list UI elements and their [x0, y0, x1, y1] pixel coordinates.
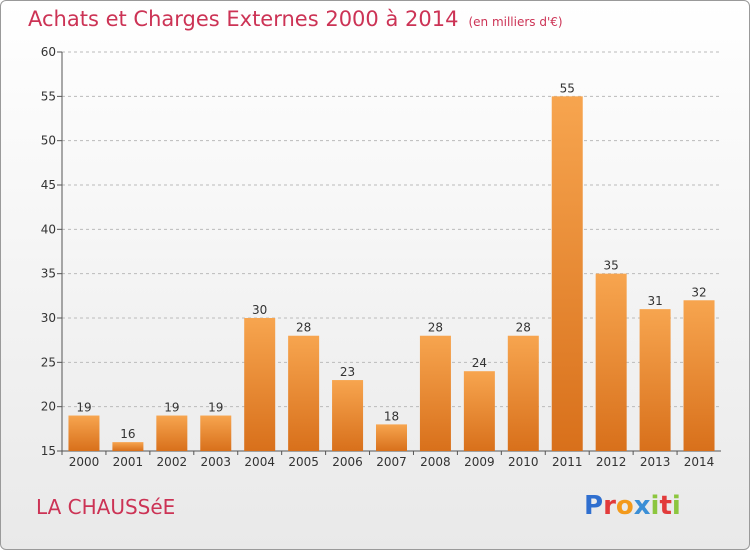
value-label: 19 [164, 401, 179, 415]
bar-2005 [288, 335, 320, 451]
bar-2011 [551, 96, 583, 451]
x-tick-label: 2007 [376, 455, 407, 469]
value-label: 16 [120, 427, 135, 441]
y-tick-label: 30 [41, 311, 56, 325]
x-tick-label: 2014 [684, 455, 715, 469]
place-name: LA CHAUSSéE [36, 495, 176, 519]
bar-2014 [683, 300, 715, 451]
x-tick-label: 2009 [464, 455, 495, 469]
y-tick-label: 40 [41, 222, 56, 236]
y-tick-label: 55 [41, 89, 56, 103]
value-label: 55 [560, 81, 575, 95]
value-label: 28 [516, 321, 531, 335]
y-tick-label: 20 [41, 400, 56, 414]
chart-unit: (en milliers d'€) [468, 15, 563, 29]
y-tick-label: 35 [41, 267, 56, 281]
x-tick-label: 2008 [420, 455, 451, 469]
x-tick-label: 2006 [332, 455, 363, 469]
bar-2004 [244, 318, 276, 451]
x-tick-label: 2005 [288, 455, 319, 469]
chart-title: Achats et Charges Externes 2000 à 2014 (e… [28, 7, 563, 31]
y-tick-label: 15 [41, 444, 56, 458]
x-tick-label: 2012 [596, 455, 627, 469]
y-tick-label: 50 [41, 134, 56, 148]
bar-2000 [68, 415, 100, 451]
value-label: 28 [296, 321, 311, 335]
x-tick-label: 2001 [113, 455, 144, 469]
value-label: 30 [252, 303, 267, 317]
grid-lines [62, 51, 721, 408]
logo-letter: i [671, 491, 681, 521]
x-tick-label: 2004 [244, 455, 275, 469]
bar-2006 [332, 380, 364, 451]
bar-2013 [639, 309, 671, 451]
value-label: 23 [340, 365, 355, 379]
logo-letter: i [650, 491, 660, 521]
bar-2008 [419, 335, 451, 451]
value-label: 19 [76, 401, 91, 415]
labels: 2000 19 2001 16 2002 19 2003 19 2004 30 2005 28 2006… [69, 81, 715, 469]
x-tick-label: 2011 [552, 455, 583, 469]
bar-2010 [507, 335, 539, 451]
bar-2012 [595, 273, 627, 451]
value-label: 18 [384, 409, 399, 423]
value-label: 31 [647, 294, 662, 308]
x-tick-label: 2003 [200, 455, 231, 469]
bar-2001 [112, 442, 144, 451]
bar-2007 [376, 424, 407, 451]
value-label: 28 [428, 321, 443, 335]
y-tick-label: 45 [41, 178, 56, 192]
logo-letter: P [584, 491, 604, 521]
x-tick-label: 2013 [640, 455, 671, 469]
bar-2009 [463, 371, 495, 451]
y-tick-label: 25 [41, 355, 56, 369]
value-label: 19 [208, 401, 223, 415]
y-tick-label: 60 [41, 45, 56, 59]
bars [68, 96, 715, 451]
bar-2002 [156, 415, 188, 451]
logo-letter: t [659, 491, 672, 521]
value-label: 35 [604, 259, 619, 273]
bar-2003 [200, 415, 232, 451]
logo-letter: o [615, 491, 634, 521]
value-label: 32 [691, 285, 706, 299]
x-tick-label: 2010 [508, 455, 539, 469]
axes: 15 20 25 30 35 40 45 50 55 60 [41, 45, 721, 458]
proxiti-logo: Proxiti [584, 491, 681, 521]
logo-letter: x [633, 491, 651, 521]
x-tick-label: 2000 [69, 455, 100, 469]
logo-letter: r [603, 491, 616, 521]
chart-title-text: Achats et Charges Externes 2000 à 2014 [28, 7, 459, 31]
value-label: 24 [472, 356, 487, 370]
x-tick-label: 2002 [157, 455, 188, 469]
